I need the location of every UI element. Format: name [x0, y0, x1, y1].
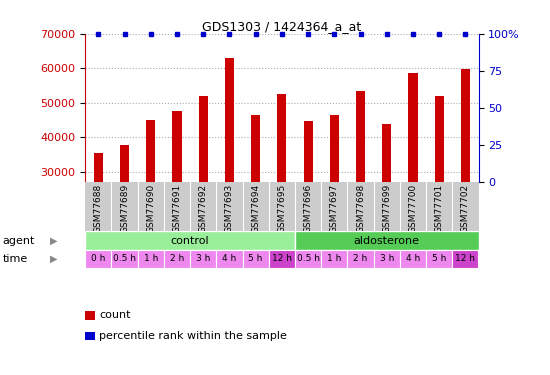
Bar: [190, 250, 216, 268]
Bar: [356, 91, 365, 182]
Text: agent: agent: [3, 236, 35, 246]
Bar: [295, 231, 478, 250]
Bar: [295, 250, 321, 268]
Text: count: count: [99, 310, 130, 320]
Text: 1 h: 1 h: [144, 255, 158, 264]
Bar: [172, 111, 182, 182]
Text: GSM77702: GSM77702: [461, 183, 470, 232]
Bar: [304, 121, 313, 182]
Bar: [138, 250, 164, 268]
Text: GSM77700: GSM77700: [409, 183, 417, 233]
Bar: [400, 250, 426, 268]
Bar: [85, 231, 295, 250]
Text: GSM77691: GSM77691: [173, 183, 182, 233]
Bar: [146, 120, 156, 182]
Bar: [373, 250, 400, 268]
Text: aldosterone: aldosterone: [354, 236, 420, 246]
Bar: [243, 250, 269, 268]
Bar: [112, 250, 138, 268]
Text: 3 h: 3 h: [379, 255, 394, 264]
Text: 2 h: 2 h: [170, 255, 184, 264]
Text: GSM77692: GSM77692: [199, 183, 208, 232]
Text: control: control: [171, 236, 210, 246]
Text: 12 h: 12 h: [455, 255, 475, 264]
Text: GSM77701: GSM77701: [434, 183, 444, 233]
Text: 2 h: 2 h: [354, 255, 367, 264]
Text: GSM77694: GSM77694: [251, 183, 260, 232]
Text: GSM77690: GSM77690: [146, 183, 155, 233]
Bar: [120, 145, 129, 182]
Text: 0.5 h: 0.5 h: [296, 255, 320, 264]
Text: GSM77699: GSM77699: [382, 183, 391, 233]
Text: 3 h: 3 h: [196, 255, 211, 264]
Text: 0.5 h: 0.5 h: [113, 255, 136, 264]
Text: time: time: [3, 254, 28, 264]
Text: GSM77698: GSM77698: [356, 183, 365, 233]
Bar: [461, 69, 470, 182]
Bar: [329, 115, 339, 182]
Text: GSM77689: GSM77689: [120, 183, 129, 233]
Bar: [277, 94, 287, 182]
Bar: [348, 250, 373, 268]
Bar: [269, 250, 295, 268]
Text: 5 h: 5 h: [432, 255, 447, 264]
Text: GSM77697: GSM77697: [330, 183, 339, 233]
Bar: [199, 96, 208, 182]
Text: 4 h: 4 h: [406, 255, 420, 264]
Text: 0 h: 0 h: [91, 255, 106, 264]
Bar: [434, 96, 444, 182]
Text: 1 h: 1 h: [327, 255, 342, 264]
Bar: [225, 58, 234, 182]
Bar: [321, 250, 348, 268]
Title: GDS1303 / 1424364_a_at: GDS1303 / 1424364_a_at: [202, 20, 361, 33]
Bar: [408, 74, 417, 182]
Text: 5 h: 5 h: [249, 255, 263, 264]
Bar: [85, 250, 112, 268]
Bar: [216, 250, 243, 268]
Bar: [251, 115, 260, 182]
Text: percentile rank within the sample: percentile rank within the sample: [99, 331, 287, 340]
Bar: [164, 250, 190, 268]
Text: 4 h: 4 h: [222, 255, 236, 264]
Text: ▶: ▶: [50, 236, 57, 246]
Bar: [452, 250, 478, 268]
Text: GSM77693: GSM77693: [225, 183, 234, 233]
Text: 12 h: 12 h: [272, 255, 292, 264]
Text: GSM77688: GSM77688: [94, 183, 103, 233]
Bar: [426, 250, 452, 268]
Text: GSM77696: GSM77696: [304, 183, 312, 233]
Text: GSM77695: GSM77695: [277, 183, 287, 233]
Text: ▶: ▶: [50, 254, 57, 264]
Bar: [94, 153, 103, 182]
Bar: [382, 124, 392, 182]
